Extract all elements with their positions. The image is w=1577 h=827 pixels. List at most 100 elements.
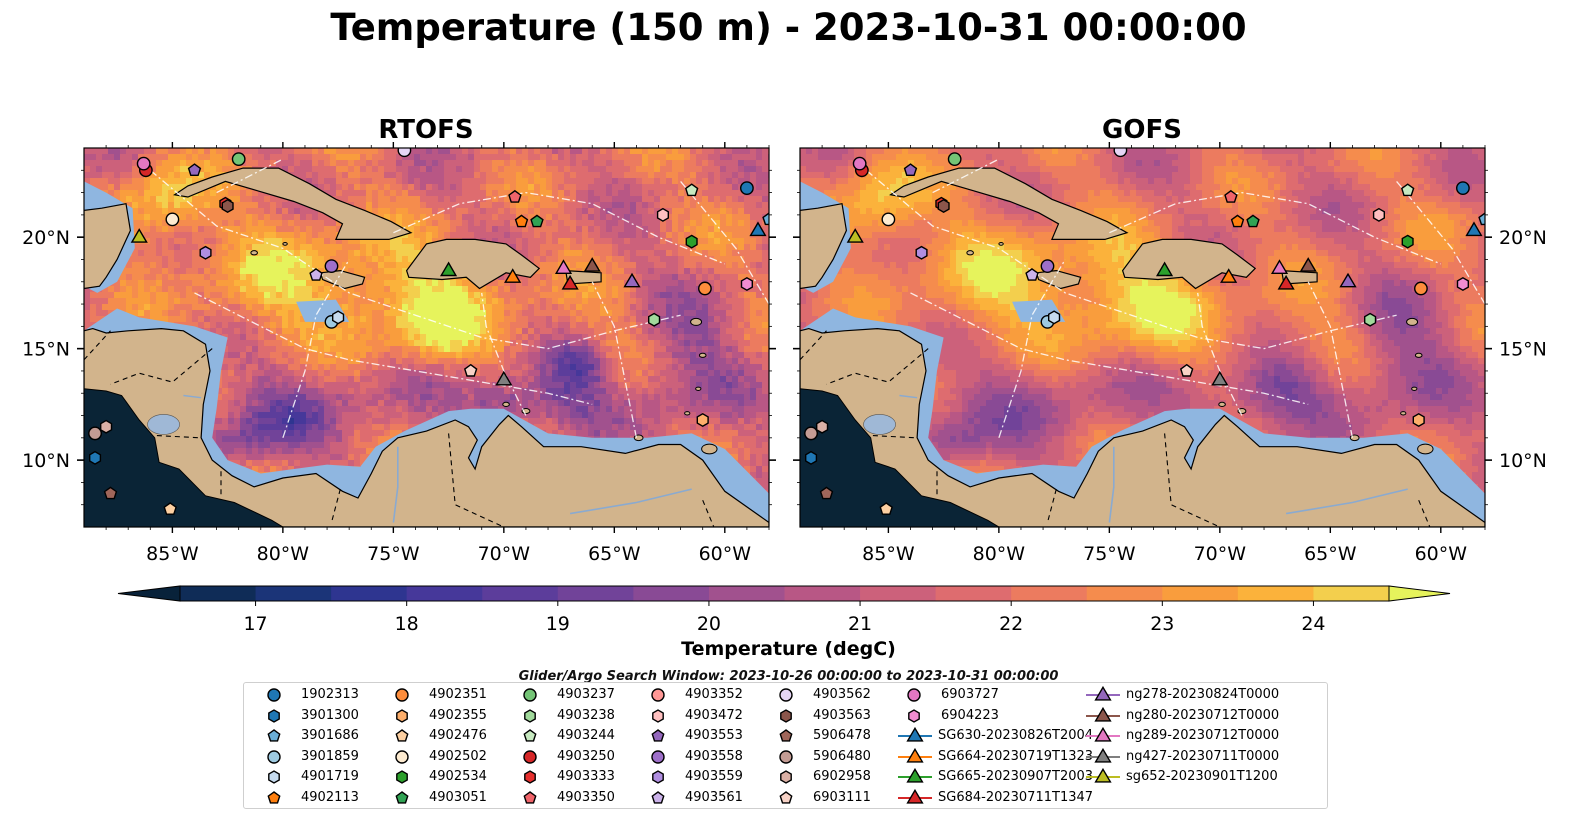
legend-label: 4903350	[557, 790, 615, 805]
legend-label: 3901686	[301, 728, 359, 744]
legend-label: 3901859	[301, 748, 359, 764]
legend-label: 4902534	[429, 769, 487, 785]
marker-4903563-p0	[221, 198, 234, 214]
colorbar-tick: 21	[848, 613, 872, 635]
legend-marker-SG684-20230711T1347	[906, 788, 924, 804]
lat-tick-label: 15°N	[22, 339, 70, 361]
legend-marker-5906480	[779, 750, 793, 764]
legend-marker-5906478	[779, 729, 793, 742]
legend-label: 4902351	[429, 687, 487, 702]
marker-4903561-p1	[1025, 268, 1039, 281]
marker-4903559-p0	[199, 245, 212, 260]
marker-4902113-p0	[514, 214, 529, 228]
legend-label: 4903563	[813, 707, 871, 723]
legend-marker-4902351	[395, 688, 409, 702]
legend-label: 4903051	[429, 790, 487, 805]
gofs-map: 85°W 80°W 75°W 70°W 65°W 60°W 20°N 15°N 10°N	[793, 142, 1547, 565]
legend-marker-6903727	[907, 688, 921, 702]
legend-marker-4901719	[268, 770, 280, 785]
marker-4902502-p1	[881, 212, 896, 227]
marker-4903558-p0	[324, 259, 339, 274]
legend-label: 4903553	[685, 728, 743, 744]
lon-tick-label: 65°W	[1304, 543, 1357, 565]
lon-tick-label: 75°W	[1083, 543, 1136, 565]
search-window-text: Glider/Argo Search Window: 2023-10-26 00…	[518, 669, 1059, 684]
marker-5906478-p1	[819, 486, 834, 500]
marker-SG664-20230719T1323-p1	[1220, 268, 1238, 283]
legend-label: 1902313	[301, 687, 359, 702]
lat-tick-label: 20°N	[22, 227, 70, 249]
marker-4903051-p0	[530, 214, 544, 228]
legend-label: 4902113	[301, 790, 359, 805]
legend-marker-4903558	[651, 750, 665, 764]
mainland	[800, 327, 1485, 527]
marker-4902113-p1	[1230, 214, 1245, 228]
lon-tick-label: 70°W	[1194, 543, 1247, 565]
colorbar: 17 18 19 20 21 22 23 24	[117, 585, 1451, 635]
legend: 1902313 3901300 3901686 3901859 4901719 49021…	[243, 682, 1328, 809]
legend-marker-4903562	[779, 688, 793, 702]
lon-tick-label: 85°W	[862, 543, 915, 565]
legend-marker-4903051	[395, 791, 409, 804]
mainland	[84, 327, 769, 527]
marker-4902355-p0	[696, 412, 709, 428]
legend-marker-1902313	[267, 688, 281, 702]
rtofs-map: 85°W 80°W 75°W 70°W 65°W 60°W 20°N 15°N 10°N	[22, 142, 776, 565]
legend-marker-4902113	[267, 791, 281, 804]
lon-tick-label: 85°W	[146, 543, 199, 565]
marker-6902958-p0	[100, 419, 113, 434]
legend-label: 4903237	[557, 687, 615, 702]
legend-marker-ng280-20230712T0000	[1094, 706, 1112, 722]
marker-sg652-20230901T1200-p0	[130, 228, 148, 243]
marker-4903563-p1	[937, 198, 950, 214]
marker-6903111-p1	[1179, 363, 1194, 377]
lat-tick-label: 10°N	[1499, 450, 1547, 472]
marker-SG664-20230719T1323-p0	[504, 268, 522, 283]
colorbar-tick: 24	[1301, 613, 1325, 635]
marker-6904223-p0	[740, 276, 753, 292]
legend-label: SG630-20230826T2004	[938, 728, 1094, 744]
marker-4903051-p1	[1246, 214, 1260, 228]
lat-tick-label: 15°N	[1499, 339, 1547, 361]
marker-1902313-p0	[740, 181, 754, 196]
marker-4903562-p1	[1113, 148, 1128, 158]
legend-label: 4903472	[685, 707, 743, 723]
legend-label: 5906478	[813, 728, 871, 744]
marker-4902476-p1	[879, 502, 893, 515]
colorbar-tick: 18	[395, 613, 419, 635]
legend-marker-SG664-20230719T1323	[906, 747, 924, 763]
marker-4903244-p1	[1400, 183, 1415, 197]
legend-label: 5906480	[813, 748, 871, 764]
lon-tick-label: 80°W	[257, 543, 310, 565]
legend-marker-3901686	[267, 729, 281, 742]
legend-marker-4902502	[395, 750, 409, 764]
legend-marker-6902958	[780, 770, 792, 785]
marker-SG684-20230711T1347-p0	[561, 274, 579, 290]
marker-sg652-20230901T1200-p1	[846, 228, 864, 243]
legend-label: 4903562	[813, 687, 871, 702]
legend-marker-SG630-20230826T2004	[906, 727, 924, 742]
marker-4903244-p0	[684, 183, 699, 197]
marker-5906480-p0	[88, 426, 102, 441]
legend-marker-4903561	[651, 791, 665, 804]
legend-label: SG665-20230907T2003	[938, 769, 1094, 785]
legend-marker-ng278-20230824T0000	[1094, 685, 1112, 701]
marker-3901686-p0	[762, 212, 769, 226]
marker-ng427-20230711T0000-p1	[1211, 370, 1229, 386]
marker-ng280-20230712T0000-p1	[1299, 257, 1317, 272]
marker-3901300-p1	[804, 450, 818, 465]
legend-marker-ng289-20230712T0000	[1094, 727, 1112, 742]
lon-tick-label: 65°W	[588, 543, 641, 565]
marker-4902351-p1	[1414, 281, 1428, 296]
marker-4903553-p0	[187, 163, 202, 176]
legend-label: 4903244	[557, 728, 615, 744]
lon-tick-label: 70°W	[478, 543, 531, 565]
marker-4903350-p0	[508, 189, 522, 203]
marker-4903558-p1	[1040, 259, 1055, 274]
marker-ng280-20230712T0000-p0	[583, 257, 601, 272]
marker-4903562-p0	[397, 148, 412, 158]
marker-6904223-p1	[1456, 276, 1469, 292]
marker-ng278-20230824T0000-p0	[623, 272, 641, 288]
marker-4903472-p0	[656, 207, 669, 222]
marker-SG630-20230826T2004-p1	[1465, 221, 1483, 237]
